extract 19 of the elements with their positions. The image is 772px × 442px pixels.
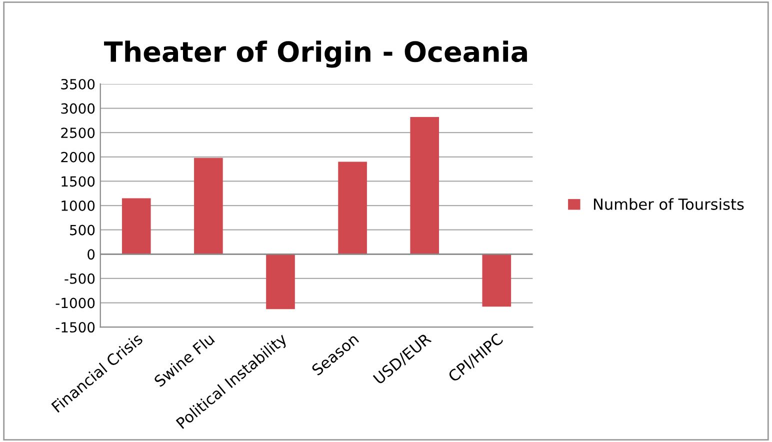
- y-tick-label: 2500: [61, 128, 95, 138]
- y-tick-label: 3000: [61, 103, 95, 114]
- bar: [122, 198, 151, 254]
- legend-label: Number of Toursists: [594, 198, 744, 210]
- y-tick-label: -500: [64, 273, 95, 284]
- bar: [194, 158, 223, 254]
- chart-title: Theater of Origin - Oceania: [104, 40, 527, 68]
- y-tick-label: -1000: [56, 298, 95, 308]
- y-tick-label: 2000: [61, 152, 95, 162]
- bar: [266, 254, 295, 310]
- y-tick-label: 0: [88, 249, 95, 260]
- bar: [482, 254, 512, 307]
- bar: [410, 117, 440, 254]
- y-tick-label: 500: [70, 224, 95, 236]
- y-tick-label: -1500: [56, 322, 95, 333]
- y-tick-label: 3500: [61, 78, 95, 90]
- y-tick-label: 1000: [62, 200, 95, 212]
- y-tick-label: 1500: [62, 176, 95, 187]
- bar: [338, 162, 367, 254]
